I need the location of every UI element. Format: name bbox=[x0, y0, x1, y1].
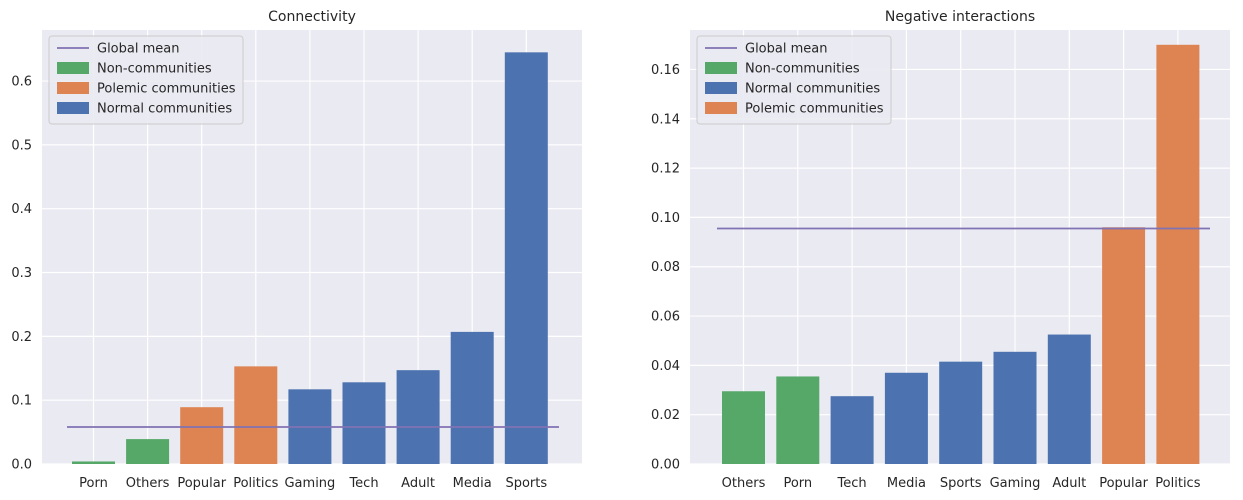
legend-bar-swatch bbox=[705, 102, 737, 114]
x-tick-label: Adult bbox=[1052, 476, 1086, 491]
x-tick-label: Porn bbox=[783, 476, 812, 491]
y-tick-label: 0.02 bbox=[651, 408, 680, 423]
x-tick-label: Sports bbox=[940, 476, 982, 491]
legend-label: Polemic communities bbox=[745, 102, 884, 117]
y-tick-label: 0.16 bbox=[651, 63, 680, 78]
bar-adult bbox=[396, 370, 440, 464]
x-tick-label: Tech bbox=[837, 476, 867, 491]
y-tick-label: 0.10 bbox=[651, 211, 680, 226]
legend-bar-swatch bbox=[705, 62, 737, 74]
x-tick-label: Gaming bbox=[284, 476, 335, 491]
x-tick-label: Popular bbox=[177, 476, 226, 491]
bar-gaming bbox=[993, 351, 1037, 464]
legend-bar-swatch bbox=[57, 62, 89, 74]
y-tick-label: 0.00 bbox=[651, 458, 680, 473]
y-tick-label: 0.1 bbox=[11, 394, 32, 409]
x-tick-label: Politics bbox=[233, 476, 278, 491]
x-tick-label: Gaming bbox=[990, 476, 1041, 491]
x-tick-label: Popular bbox=[1099, 476, 1148, 491]
bar-others bbox=[126, 439, 170, 464]
x-tick-label: Porn bbox=[79, 476, 108, 491]
y-tick-label: 0.06 bbox=[651, 310, 680, 325]
legend: Global mean Non-communities Normal communi… bbox=[696, 35, 892, 125]
bar-popular bbox=[1102, 227, 1146, 464]
bar-media bbox=[450, 331, 494, 464]
x-tick-label: Politics bbox=[1155, 476, 1200, 491]
x-tick-label: Adult bbox=[401, 476, 435, 491]
x-tick-label: Media bbox=[887, 476, 926, 491]
y-tick-label: 0.5 bbox=[11, 138, 32, 153]
y-tick-label: 0.6 bbox=[11, 75, 32, 90]
y-tick-label: 0.3 bbox=[11, 266, 32, 281]
y-tick-label: 0.08 bbox=[651, 260, 680, 275]
bar-adult bbox=[1047, 334, 1091, 464]
x-tick-label: Tech bbox=[348, 476, 378, 491]
legend-bar-swatch bbox=[705, 82, 737, 94]
legend-bar-swatch bbox=[57, 102, 89, 114]
x-tick-label: Media bbox=[453, 476, 492, 491]
bar-sports bbox=[504, 52, 548, 465]
bar-others bbox=[722, 391, 765, 464]
bar-popular bbox=[180, 407, 224, 464]
y-tick-label: 0.14 bbox=[651, 112, 680, 127]
legend-label: Non-communities bbox=[97, 62, 212, 77]
chart-title: Connectivity bbox=[268, 9, 356, 25]
x-tick-label: Others bbox=[722, 476, 766, 491]
legend-label: Polemic communities bbox=[97, 82, 236, 97]
y-tick-label: 0.2 bbox=[11, 330, 32, 345]
chart-panel-2: 0.00 0.02 0.04 0.06 0.08 0.10 0.12 0.14 0.16 Othe… bbox=[651, 9, 1230, 491]
legend-bar-swatch bbox=[57, 82, 89, 94]
bar-tech bbox=[830, 396, 874, 464]
legend-label: Normal communities bbox=[745, 82, 880, 97]
bar-politics bbox=[234, 366, 278, 464]
legend: Global mean Non-communities Polemic commun… bbox=[48, 35, 244, 125]
chart-panel-1: 0.0 0.1 0.2 0.3 0.4 0.5 0.6 Porn Others Popular Po… bbox=[11, 9, 582, 491]
x-tick-label: Others bbox=[126, 476, 170, 491]
chart-title: Negative interactions bbox=[885, 9, 1035, 25]
bar-porn bbox=[72, 461, 115, 464]
y-tick-label: 0.12 bbox=[651, 162, 680, 177]
x-tick-label: Sports bbox=[505, 476, 547, 491]
y-tick-label: 0.4 bbox=[11, 202, 32, 217]
legend-box bbox=[48, 35, 244, 125]
bar-politics bbox=[1156, 44, 1200, 464]
legend-label: Global mean bbox=[745, 42, 827, 57]
bar-tech bbox=[342, 382, 386, 464]
bar-sports bbox=[939, 361, 983, 464]
y-tick-label: 0.0 bbox=[11, 458, 32, 473]
legend-label: Non-communities bbox=[745, 62, 860, 77]
legend-label: Normal communities bbox=[97, 102, 232, 117]
legend-label: Global mean bbox=[97, 42, 179, 57]
bar-porn bbox=[776, 376, 820, 464]
bar-media bbox=[884, 372, 928, 464]
legend-box bbox=[696, 35, 892, 125]
y-tick-label: 0.04 bbox=[651, 359, 680, 374]
